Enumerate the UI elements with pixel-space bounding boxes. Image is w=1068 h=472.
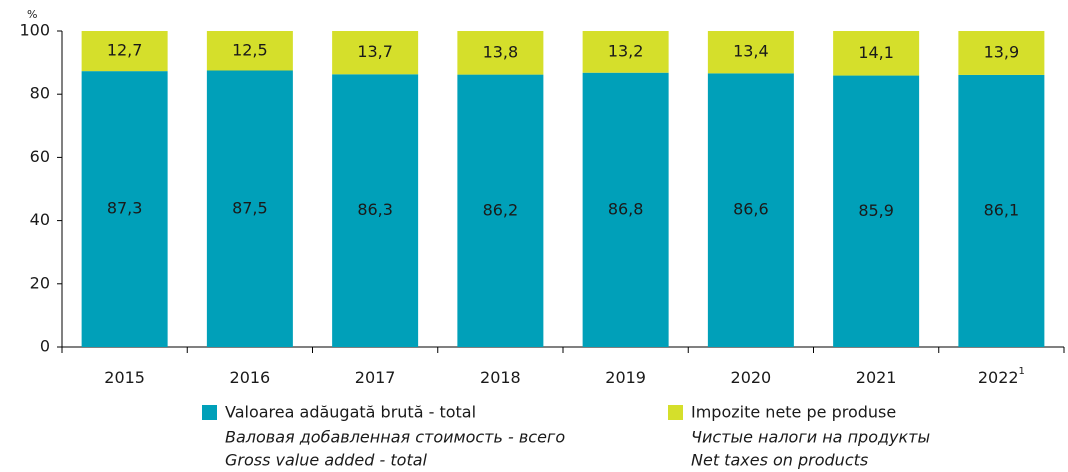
category: 2020 [731,368,772,387]
y-tick-label: 100 [19,21,50,40]
category: 2016 [230,368,271,387]
legend-label: Valoarea adăugată brută - total [225,403,476,422]
bar-segment [457,31,544,75]
value-label: 86,2 [483,200,519,219]
bar-segment [81,31,168,72]
category: 2015 [104,368,145,387]
value-label: 86,8 [608,199,644,218]
bar-segment [332,31,419,75]
value-label: 86,3 [357,200,393,219]
x-tick-label: 2019 [605,368,646,387]
value-label: 87,3 [107,199,143,218]
bar-segment [958,31,1045,75]
x-tick-label: 2018 [480,368,521,387]
category: 2021 [856,368,897,387]
bar-segment [833,31,920,76]
bar-segment [206,70,293,347]
category: 2018 [480,368,521,387]
y-tick-label: 20 [30,273,50,292]
value-label: 12,7 [107,41,143,60]
x-tick-label: 2017 [355,368,396,387]
value-label: 13,9 [984,42,1020,61]
value-label: 87,5 [232,198,268,217]
x-tick-label: 2015 [104,368,145,387]
bar-segment [707,73,794,348]
bar-segment [582,72,669,347]
legend-swatch [202,405,217,420]
legend-label: Impozite nete pe produse [691,403,896,422]
value-label: 14,1 [858,43,894,62]
bar-segment [707,31,794,74]
bar-segment [332,74,419,348]
value-label: 12,5 [232,40,268,59]
value-label: 86,6 [733,200,769,219]
bar-segment [958,74,1045,347]
x-tick-label: 2021 [856,368,897,387]
bar-segment [206,31,293,71]
bar-segment [81,71,168,347]
legend-swatch [668,405,683,420]
category: 2022 [978,368,1019,387]
y-unit: % [27,8,37,21]
superscript: 1 [1019,366,1025,377]
bar-segment [833,75,920,347]
y-tick-label: 60 [30,147,50,166]
legend-label: Gross value added - total [225,451,428,470]
value-label: 13,4 [733,42,769,61]
bar-segment [457,74,544,347]
y-tick-label: 40 [30,210,50,229]
value-label: 13,8 [483,42,519,61]
value-label: 86,1 [984,200,1020,219]
category: 2019 [605,368,646,387]
x-tick-label: 2016 [230,368,271,387]
bar-segment [582,31,669,73]
value-label: 13,7 [357,42,393,61]
legend-label: Чистые налоги на продукты [691,428,930,447]
legend-label: Net taxes on products [691,451,868,470]
category: 2017 [355,368,396,387]
value-label: 13,2 [608,41,644,60]
legend-label: Валовая добавленная стоимость - всего [225,428,565,447]
value-label: 85,9 [858,201,894,220]
x-tick-label: 20221 [978,366,1025,387]
x-tick-label: 2020 [731,368,772,387]
y-tick-label: 0 [40,337,50,356]
y-tick-label: 80 [30,84,50,103]
